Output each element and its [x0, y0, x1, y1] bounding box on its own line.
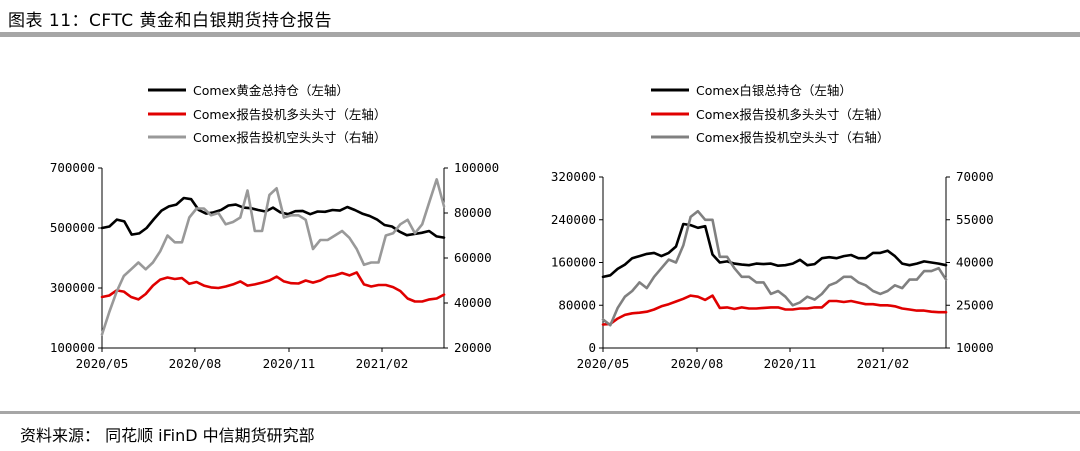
series-line-1 [100, 271, 446, 303]
legend-label-1: Comex报告投机多头头寸（左轴） [193, 107, 386, 122]
right-tick-label: 40000 [454, 295, 492, 310]
series-line-2 [100, 178, 446, 336]
left-tick-label: 320000 [551, 169, 596, 184]
left-tick-label: 300000 [50, 280, 95, 295]
figure-source: 资料来源： 同花顺 iFinD 中信期货研究部 [20, 426, 315, 445]
left-tick-label: 160000 [551, 255, 596, 270]
right-tick-label: 10000 [956, 340, 994, 355]
series-line-1 [601, 294, 948, 326]
left-tick-label: 80000 [558, 297, 596, 312]
right-tick-label: 60000 [454, 250, 492, 265]
right-tick-label: 25000 [956, 297, 994, 312]
right-tick-label: 80000 [454, 205, 492, 220]
series-line-2 [601, 209, 948, 327]
right-tick-label: 70000 [956, 169, 994, 184]
x-tick-label: 2020/05 [76, 356, 129, 371]
source-divider [0, 411, 1080, 414]
left-tick-label: 500000 [50, 220, 95, 235]
silver-positions-chart: 0 80000 160000 240000 320000 10000 25000 40000 5… [551, 83, 994, 371]
x-tick-label: 2020/08 [671, 356, 724, 371]
left-tick-label: 700000 [50, 160, 95, 175]
series-line-0 [100, 196, 446, 239]
right-tick-label: 55000 [956, 212, 994, 227]
legend-label-0: Comex黄金总持仓（左轴） [193, 83, 349, 98]
right-tick-label: 20000 [454, 340, 492, 355]
figure-title: 图表 11：CFTC 黄金和白银期货持仓报告 [8, 11, 333, 31]
x-tick-label: 2021/02 [356, 356, 409, 371]
legend-label-0: Comex白银总持仓（左轴） [696, 83, 852, 98]
right-tick-label: 100000 [454, 160, 499, 175]
series-line-0 [601, 222, 948, 279]
left-tick-label: 0 [588, 340, 596, 355]
x-tick-label: 2020/08 [169, 356, 222, 371]
x-tick-label: 2020/11 [263, 356, 316, 371]
legend-label-1: Comex报告投机多头头寸（左轴） [696, 107, 889, 122]
legend-label-2: Comex报告投机空头头寸（右轴） [696, 130, 889, 145]
right-tick-label: 40000 [956, 255, 994, 270]
gold-positions-chart: 100000 300000 500000 700000 20000 40000 60000 8… [50, 83, 499, 371]
left-tick-label: 100000 [50, 340, 95, 355]
legend-label-2: Comex报告投机空头头寸（右轴） [193, 130, 386, 145]
x-tick-label: 2020/11 [764, 356, 817, 371]
x-tick-label: 2020/05 [577, 356, 630, 371]
left-tick-label: 240000 [551, 212, 596, 227]
title-divider [0, 32, 1080, 37]
x-tick-label: 2021/02 [857, 356, 910, 371]
